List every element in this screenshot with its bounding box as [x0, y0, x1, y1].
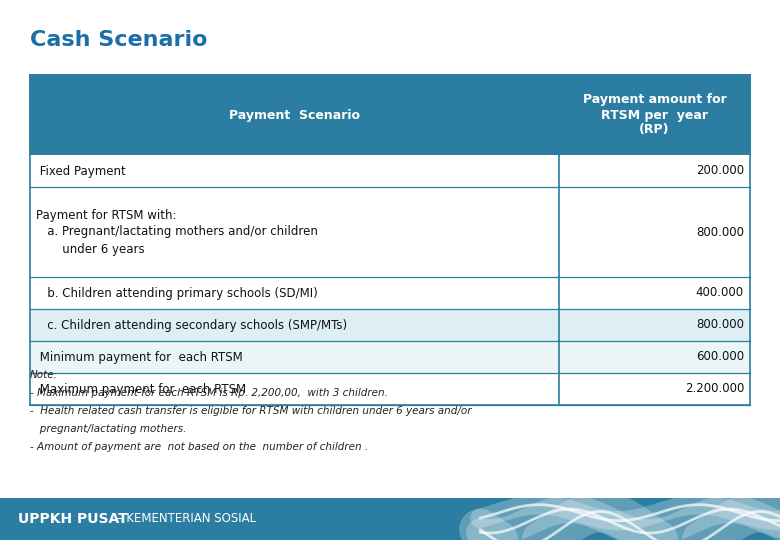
Text: 600.000: 600.000 [696, 350, 744, 363]
Text: Maximum payment for  each RTSM: Maximum payment for each RTSM [36, 382, 246, 395]
Text: b. Children attending primary schools (SD/MI): b. Children attending primary schools (S… [36, 287, 317, 300]
Text: pregnant/lactating mothers.: pregnant/lactating mothers. [30, 424, 186, 434]
Text: 200.000: 200.000 [696, 165, 744, 178]
Bar [30, 277, 750, 309]
Text: – KEMENTERIAN SOSIAL: – KEMENTERIAN SOSIAL [113, 512, 256, 525]
Bar [30, 373, 750, 405]
Text: c. Children attending secondary schools (SMP/MTs): c. Children attending secondary schools … [36, 319, 347, 332]
Text: Minimum payment for  each RTSM: Minimum payment for each RTSM [36, 350, 243, 363]
Bar [30, 341, 750, 373]
Text: Fixed Payment: Fixed Payment [36, 165, 126, 178]
Bar [30, 309, 750, 341]
Text: Payment  Scenario: Payment Scenario [229, 109, 360, 122]
Text: 400.000: 400.000 [696, 287, 744, 300]
Bar [30, 155, 750, 187]
Text: Cash Scenario: Cash Scenario [30, 30, 207, 50]
Text: Payment amount for
RTSM per  year
(RP): Payment amount for RTSM per year (RP) [583, 93, 726, 137]
Text: 800.000: 800.000 [696, 319, 744, 332]
Bar [30, 187, 750, 277]
Bar [30, 75, 750, 155]
Text: 2.200.000: 2.200.000 [685, 382, 744, 395]
Text: Note:: Note: [30, 370, 58, 380]
Text: 800.000: 800.000 [696, 226, 744, 239]
Text: - Maximum payment for each RTSM is Rp. 2,200,00,  with 3 children.: - Maximum payment for each RTSM is Rp. 2… [30, 388, 388, 398]
Text: UPPKH PUSAT: UPPKH PUSAT [18, 512, 128, 526]
Text: - Amount of payment are  not based on the  number of children .: - Amount of payment are not based on the… [30, 442, 368, 452]
Bar [0, 498, 780, 540]
Text: Payment for RTSM with:
   a. Pregnant/lactating mothers and/or children
       u: Payment for RTSM with: a. Pregnant/lacta… [36, 208, 318, 255]
Text: -  Health related cash transfer is eligible for RTSM with children under 6 years: - Health related cash transfer is eligib… [30, 406, 471, 416]
